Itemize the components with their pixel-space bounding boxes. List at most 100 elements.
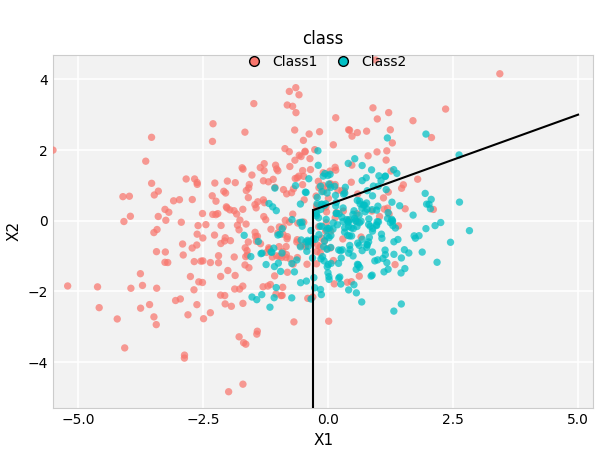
Class2 [239, 232, 249, 239]
Class1 [136, 304, 145, 312]
Class1 [189, 286, 199, 293]
Class2 [316, 206, 326, 213]
Class2 [301, 188, 310, 196]
Class2 [355, 212, 364, 219]
Class2 [378, 255, 388, 262]
Class1 [234, 226, 244, 233]
Class1 [193, 222, 203, 229]
Class2 [306, 295, 316, 303]
Class1 [355, 273, 364, 280]
Class2 [400, 265, 410, 272]
Class2 [302, 248, 311, 255]
Class2 [264, 200, 274, 207]
Class1 [149, 229, 158, 236]
Class2 [364, 238, 373, 246]
Class1 [220, 234, 230, 242]
Class1 [201, 221, 211, 228]
Class2 [324, 234, 334, 241]
Class1 [238, 206, 248, 213]
Class1 [386, 126, 395, 133]
Class2 [322, 246, 332, 253]
Class1 [270, 272, 280, 279]
Class1 [311, 192, 321, 200]
Class1 [274, 243, 284, 250]
Class1 [154, 187, 163, 195]
Class2 [342, 216, 352, 223]
Class2 [464, 227, 474, 234]
Class1 [305, 166, 315, 173]
Class2 [422, 201, 431, 208]
Class2 [274, 259, 283, 267]
Class1 [93, 283, 103, 290]
Class1 [296, 153, 306, 160]
Class1 [352, 210, 362, 217]
Class1 [262, 249, 271, 256]
Class1 [347, 278, 356, 285]
Class1 [197, 279, 207, 286]
Class1 [343, 278, 352, 286]
Class1 [301, 243, 310, 250]
Class1 [312, 248, 322, 255]
Class2 [313, 194, 322, 201]
Class1 [230, 179, 240, 186]
Class2 [326, 232, 336, 239]
Class1 [119, 218, 129, 225]
X-axis label: X1: X1 [313, 433, 334, 448]
Class2 [387, 198, 397, 206]
Class2 [357, 205, 367, 212]
Class1 [224, 388, 233, 395]
Class1 [324, 318, 334, 325]
Class1 [229, 207, 239, 214]
Class1 [265, 246, 274, 253]
Class1 [300, 148, 310, 156]
Class2 [329, 219, 338, 227]
Class2 [311, 210, 320, 217]
Class1 [118, 193, 128, 200]
Class1 [345, 126, 355, 134]
Class1 [233, 222, 242, 229]
Class1 [292, 238, 302, 246]
Class1 [280, 145, 290, 152]
Class1 [278, 223, 288, 231]
Class2 [365, 222, 375, 230]
Class1 [408, 117, 418, 124]
Class1 [226, 237, 235, 244]
Class2 [352, 223, 362, 230]
Class1 [283, 268, 292, 276]
Class1 [304, 131, 314, 138]
Class1 [241, 187, 251, 194]
Class1 [259, 160, 269, 167]
Class1 [314, 177, 323, 185]
Class1 [178, 240, 187, 248]
Class2 [454, 152, 464, 159]
Class1 [193, 181, 202, 188]
Class1 [291, 109, 301, 116]
Class1 [337, 187, 347, 194]
Class2 [344, 286, 353, 293]
Class1 [413, 176, 422, 183]
Class2 [350, 215, 359, 222]
Class1 [379, 194, 388, 202]
Class2 [252, 296, 262, 303]
Class2 [313, 200, 322, 207]
Class1 [263, 283, 272, 290]
Class1 [312, 204, 322, 212]
Class2 [414, 232, 424, 239]
Class1 [244, 238, 253, 246]
Class2 [334, 210, 344, 217]
Class1 [214, 252, 223, 259]
Class1 [94, 304, 104, 311]
Class1 [388, 139, 397, 147]
Class1 [325, 181, 335, 188]
Class1 [125, 212, 135, 220]
Class1 [241, 340, 251, 348]
Class1 [308, 293, 317, 301]
Class2 [386, 219, 395, 226]
Class1 [242, 247, 252, 254]
Class1 [216, 222, 226, 229]
Class1 [211, 211, 221, 218]
Class2 [334, 260, 343, 267]
Class1 [295, 152, 304, 159]
Class2 [301, 189, 311, 196]
Class2 [367, 273, 376, 280]
